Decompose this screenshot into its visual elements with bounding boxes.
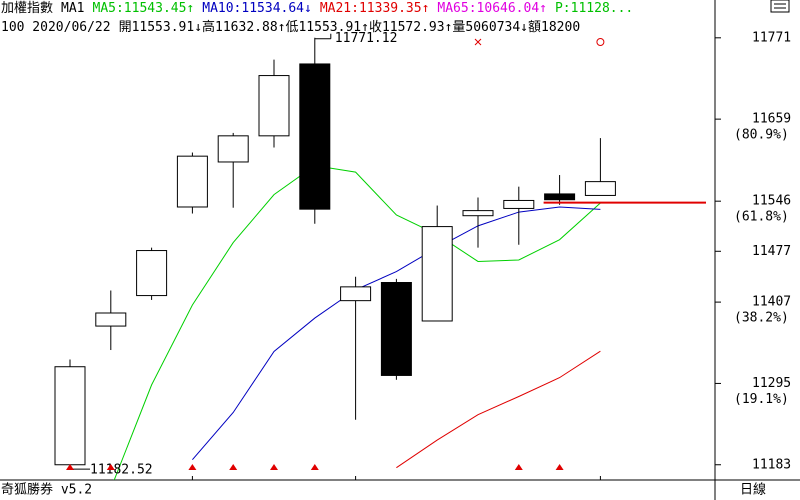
header-item: 開11553.91↓: [119, 20, 202, 35]
circle-marker: [596, 38, 605, 46]
footer-right[interactable]: 日線: [740, 482, 766, 498]
candle-body: [258, 75, 290, 137]
plot: [54, 33, 706, 480]
buy-signal: [229, 464, 238, 470]
y-tick-label: 11295: [752, 376, 791, 391]
candle-body: [299, 63, 331, 210]
candle-body: [380, 282, 412, 376]
header-item: 收11572.93↑: [369, 20, 452, 35]
y-tick-label: 11183: [752, 457, 791, 472]
buy-signal: [270, 464, 278, 470]
y-tick-label: 11477: [752, 244, 791, 259]
header-item: 低11553.91↑: [285, 20, 368, 35]
candle-body: [584, 181, 616, 196]
candle-body: [95, 312, 127, 327]
header-item: MA65:10646.04↑: [437, 1, 547, 16]
ma-line: [192, 206, 601, 460]
cross-marker: [474, 38, 482, 46]
y-tick-label: 11546: [752, 194, 791, 209]
footer-left: 奇狐勝券 v5.2: [1, 482, 92, 498]
buy-signal: [514, 464, 523, 470]
header-item: 100 2020/06/22: [1, 20, 111, 35]
header-item: 高11632.88↑: [202, 19, 285, 35]
candle-body: [176, 155, 208, 208]
header-item: 加權指數: [1, 1, 53, 16]
fib-label: (80.9%): [734, 128, 789, 143]
header-item: 量5060734↓: [452, 20, 528, 35]
candle-body: [217, 135, 249, 163]
header-row1: 加權指數 MA1 MA5:11543.45↑ MA10:11534.64↓ MA21:1…: [1, 1, 633, 16]
header-item: P:11128...: [555, 1, 633, 16]
header-item: MA5:11543.45↑: [93, 1, 195, 16]
fib-label: (61.8%): [734, 210, 789, 225]
buy-signal: [310, 464, 319, 470]
buy-signal: [66, 464, 74, 470]
low-annotation: 11182.52: [90, 463, 153, 478]
buy-signal: [188, 464, 197, 470]
candle-body: [503, 199, 535, 209]
ma-line: [396, 350, 601, 469]
candle-body: [54, 366, 86, 466]
candle-body: [462, 210, 494, 217]
header-item: MA1: [61, 1, 84, 16]
header-item: MA10:11534.64↓: [202, 1, 312, 16]
menu-icon[interactable]: [770, 0, 790, 13]
header-item: MA21:11339.35↑: [320, 1, 430, 16]
y-tick-label: 11771: [752, 30, 791, 45]
y-tick-label: 11659: [752, 112, 791, 127]
buy-signal: [106, 464, 115, 470]
candle-body: [136, 250, 168, 297]
header-item: 額18200: [528, 20, 580, 35]
fib-label: (19.1%): [734, 392, 789, 407]
header-row2: 100 2020/06/22 開11553.91↓高11632.88↑低11553…: [1, 19, 580, 35]
candle-body: [544, 193, 576, 201]
fib-label: (38.2%): [734, 311, 789, 326]
y-tick-label: 11407: [752, 295, 791, 310]
candle-body: [340, 286, 372, 302]
candle-body: [421, 226, 453, 322]
ma-line: [113, 165, 601, 480]
high-annotation: 11771.12: [335, 31, 398, 46]
header: 加權指數 MA1 MA5:11543.45↑ MA10:11534.64↓ MA21:1…: [1, 1, 633, 35]
buy-signal: [555, 464, 564, 470]
price-axis: 11183 11295 11407 11477 11546 11659 11771 (19.1…: [715, 30, 791, 472]
